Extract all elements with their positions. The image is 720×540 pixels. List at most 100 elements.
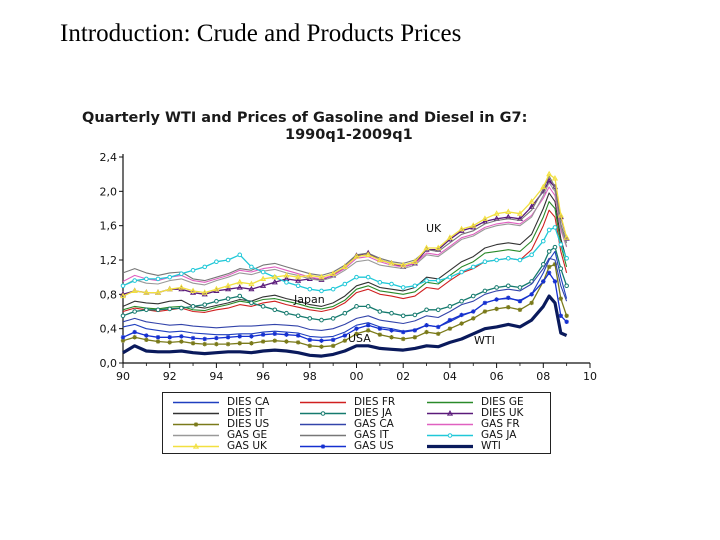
data-point [193,422,199,427]
y-tick-label: 1,6 [100,220,118,233]
x-tick-label: 90 [116,370,130,383]
data-point [436,331,441,337]
data-point [564,319,569,324]
data-point [272,307,278,313]
y-tick-label: 2,4 [100,151,118,164]
data-point [237,293,243,299]
data-point [249,264,254,270]
data-point [132,309,137,314]
data-point [120,335,126,340]
series-group [119,170,570,358]
annotation-uk: UK [426,222,442,235]
data-point [424,307,429,313]
chart-title-line1: Quarterly WTI and Prices of Gasoline and… [82,110,528,126]
data-point [354,274,359,280]
data-point [144,333,149,338]
legend-label: DIES JA [354,407,392,419]
data-point [144,337,149,343]
data-point [192,443,200,449]
legend-swatch [427,433,473,438]
data-point [365,304,371,309]
data-point [546,170,553,177]
series-dies-ge [122,201,568,312]
data-point [447,433,453,438]
data-point [295,273,302,280]
data-point [295,313,301,319]
data-point [213,285,220,292]
data-point [377,326,383,331]
series-wti [122,294,568,358]
data-point [225,335,231,340]
data-point [179,339,184,344]
legend-label: DIES IT [227,407,265,419]
x-tick-label: 94 [209,370,223,383]
data-point [225,341,231,347]
y-tick-label: 0,8 [100,288,118,301]
data-point [307,343,312,349]
data-point [552,225,558,230]
data-point [365,274,371,280]
data-point [190,287,197,293]
legend-label: GAS UK [227,440,267,452]
data-point [342,333,348,338]
legend-label: DIES FR [354,396,396,408]
data-point [494,257,499,263]
data-point [319,288,324,294]
data-point [552,244,558,250]
data-point [202,336,207,342]
data-point [214,259,219,265]
series-gas-ca [122,257,568,331]
data-point [271,278,278,285]
data-point [190,304,196,309]
data-point [248,285,255,292]
legend-label: DIES UK [481,407,524,419]
data-point [271,273,278,280]
data-point [529,252,534,258]
data-point [517,285,523,290]
legend-swatch [427,401,473,404]
data-point [237,252,243,258]
data-point [190,268,196,273]
data-point [389,335,394,340]
data-point [482,259,488,265]
data-point [167,274,172,280]
data-point [546,264,552,270]
data-point [178,284,185,290]
legend-swatch [427,410,473,416]
data-point [214,298,219,304]
series-line [122,201,568,312]
data-point [330,286,336,292]
data-point [558,242,564,247]
x-tick-label: 06 [490,370,504,383]
data-point [458,225,465,232]
data-point [447,317,453,323]
data-point [330,343,336,349]
data-point [131,287,138,293]
x-tick-label: 98 [303,370,317,383]
series-line [122,294,568,358]
data-point [412,335,418,340]
legend-label: GAS CA [354,418,394,430]
data-point [558,266,564,271]
annotation-wti: WTI [474,334,495,347]
data-point [132,278,137,283]
data-point [494,306,499,312]
data-point [517,257,523,263]
series-line [122,192,568,309]
data-point [167,340,172,345]
data-point [482,288,488,294]
data-point [412,312,418,318]
series-line [122,182,568,287]
data-point [423,244,430,251]
data-point [179,334,184,339]
data-point [528,198,535,204]
data-point [353,253,360,259]
data-point [295,277,302,283]
data-point [330,270,337,276]
data-point [389,310,394,316]
series-gas-uk [119,170,570,299]
data-point [120,338,126,343]
data-point [307,316,313,321]
legend-swatch [173,412,219,415]
data-point [225,285,232,292]
